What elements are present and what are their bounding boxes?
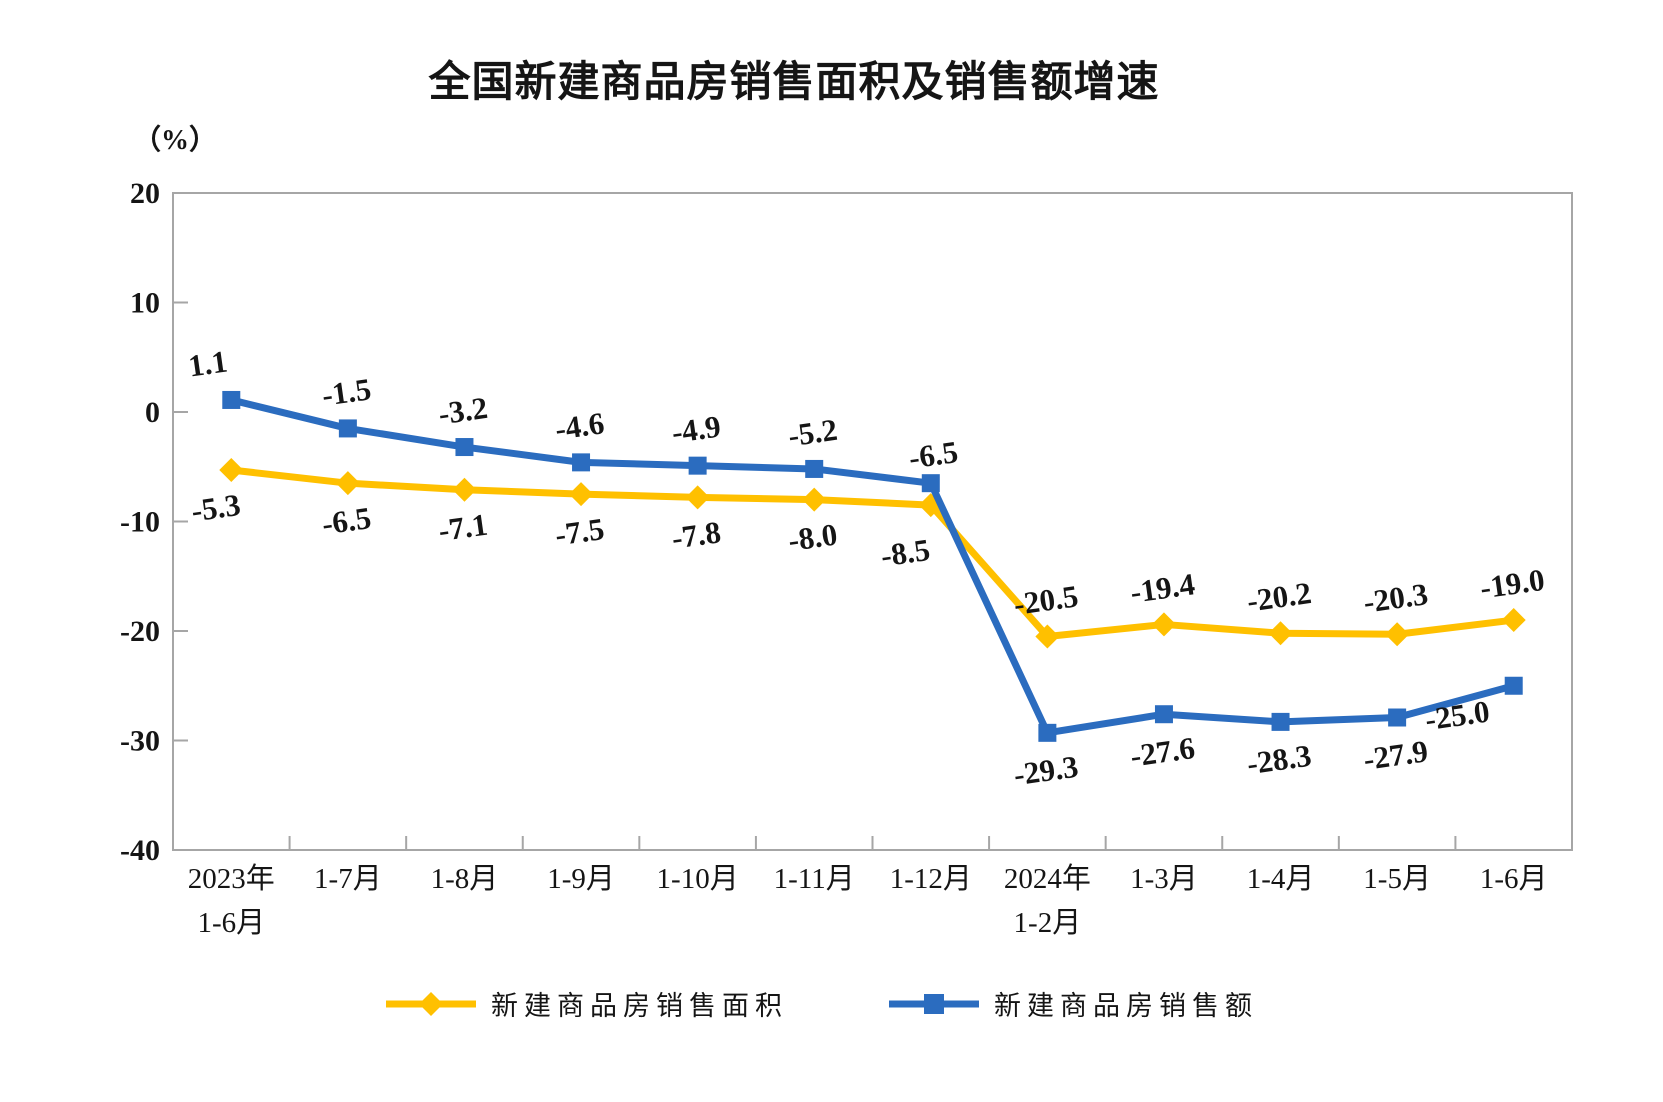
series-marker-square — [455, 438, 474, 457]
series-marker-square — [1154, 705, 1173, 724]
x-tick-line: 1-4月 — [1247, 863, 1315, 895]
series-marker-square — [1271, 712, 1290, 731]
x-tick-line: 1-10月 — [657, 863, 739, 895]
legend-square-icon — [924, 993, 944, 1014]
x-tick-line: 1-6月 — [1480, 863, 1548, 895]
series-marker-diamond — [1035, 624, 1060, 649]
series-marker-square — [572, 453, 591, 472]
data-label: -8.5 — [879, 532, 932, 573]
x-tick-line: 2023年 — [188, 862, 275, 895]
data-label: -1.5 — [320, 371, 373, 412]
series-marker-diamond — [569, 482, 594, 507]
series-marker-square — [688, 456, 707, 475]
series-marker-square — [1388, 708, 1407, 727]
data-label: -29.3 — [1012, 749, 1081, 793]
data-label: -4.6 — [553, 405, 606, 446]
data-label: -7.1 — [436, 507, 489, 548]
y-tick-label: 0 — [145, 396, 160, 429]
legend-item-sales-value: 新建商品房销售额 — [888, 984, 1258, 1023]
x-tick-line: 1-3月 — [1130, 863, 1198, 895]
data-label: -7.5 — [553, 511, 606, 552]
data-label: -27.9 — [1361, 733, 1430, 777]
x-tick-label: 1-6月 — [1480, 863, 1548, 895]
series-marker-square — [921, 474, 940, 493]
x-tick-label: 1-11月 — [774, 863, 855, 895]
legend-label-sales-value: 新建商品房销售额 — [994, 991, 1258, 1021]
data-label: -27.6 — [1128, 730, 1197, 774]
series-marker-diamond — [335, 471, 360, 496]
x-tick-label: 1-3月 — [1130, 863, 1198, 895]
data-label: -3.2 — [436, 390, 489, 431]
series-marker-square — [222, 390, 241, 409]
chart-title: 全国新建商品房销售面积及销售额增速 — [428, 58, 1160, 105]
y-tick-label: -30 — [120, 725, 160, 758]
series-line-sales-area — [227, 466, 1518, 640]
data-label: 1.1 — [186, 344, 229, 384]
data-label: -20.2 — [1245, 575, 1314, 619]
data-label: -19.0 — [1478, 562, 1547, 606]
legend-item-sales-area: 新建商品房销售面积 — [385, 984, 788, 1023]
x-tick-label: 1-9月 — [547, 863, 615, 895]
series-marker-diamond — [1385, 622, 1410, 647]
series-marker-diamond — [802, 487, 827, 512]
x-tick-line: 1-11月 — [774, 863, 855, 895]
y-tick-label: -20 — [120, 615, 160, 648]
x-tick-label: 1-8月 — [431, 863, 499, 895]
x-tick-line: 1-12月 — [890, 863, 972, 895]
series-marker-diamond — [1501, 608, 1526, 633]
data-label: -5.2 — [786, 412, 839, 453]
data-label: -5.3 — [189, 487, 242, 528]
plot-frame — [172, 192, 1573, 851]
series-marker-diamond — [1268, 621, 1293, 646]
legend-sales-value-marker-icon — [889, 993, 979, 1014]
data-label: -25.0 — [1423, 694, 1492, 738]
data-label: -19.4 — [1128, 566, 1197, 610]
legend-diamond-icon — [419, 991, 443, 1016]
x-tick-label: 1-7月 — [314, 863, 382, 895]
series-marker-diamond — [219, 458, 244, 483]
x-tick-line: 1-6月 — [197, 907, 265, 939]
data-label: -6.5 — [907, 434, 960, 475]
data-label: -28.3 — [1245, 738, 1314, 782]
x-tick-label: 1-4月 — [1247, 863, 1315, 895]
y-tick-label: -10 — [120, 506, 160, 539]
data-label: -7.8 — [669, 514, 722, 555]
y-tick-label: 10 — [130, 287, 160, 320]
series-marker-square — [805, 459, 824, 478]
legend-label-sales-area: 新建商品房销售面积 — [491, 991, 788, 1021]
x-tick-line: 1-5月 — [1363, 863, 1431, 895]
series-marker-diamond — [685, 485, 710, 510]
x-tick-label: 1-5月 — [1363, 863, 1431, 895]
data-label: -20.3 — [1361, 576, 1430, 620]
legend-sales-area-marker-icon — [386, 991, 476, 1016]
x-tick-line: 1-7月 — [314, 863, 382, 895]
series-marker-square — [1038, 723, 1057, 742]
x-tick-label: 2024年 1-2月 — [1004, 862, 1091, 939]
series-line-sales-value — [227, 396, 1518, 737]
y-tick-label: 20 — [130, 177, 160, 210]
x-tick-label: 1-12月 — [890, 863, 972, 895]
y-axis-unit-label: （%） — [133, 125, 218, 156]
series-marker-square — [1504, 676, 1523, 695]
data-label: -6.5 — [320, 500, 373, 541]
x-tick-label: 2023年 1-6月 — [188, 862, 275, 939]
x-tick-label: 1-10月 — [657, 863, 739, 895]
series-marker-diamond — [452, 477, 477, 502]
data-label: -4.9 — [669, 409, 722, 450]
data-label: -20.5 — [1012, 578, 1081, 622]
x-tick-line: 1-9月 — [547, 863, 615, 895]
data-label: -8.0 — [786, 516, 839, 557]
y-tick-label: -40 — [120, 834, 160, 867]
x-tick-line: 2024年 — [1004, 862, 1091, 895]
x-tick-line: 1-8月 — [431, 863, 499, 895]
series-marker-square — [338, 419, 357, 438]
x-tick-line: 1-2月 — [1014, 907, 1082, 939]
legend: 新建商品房销售面积 新建商品房销售额 — [0, 984, 1663, 1021]
series-marker-diamond — [1151, 612, 1176, 637]
